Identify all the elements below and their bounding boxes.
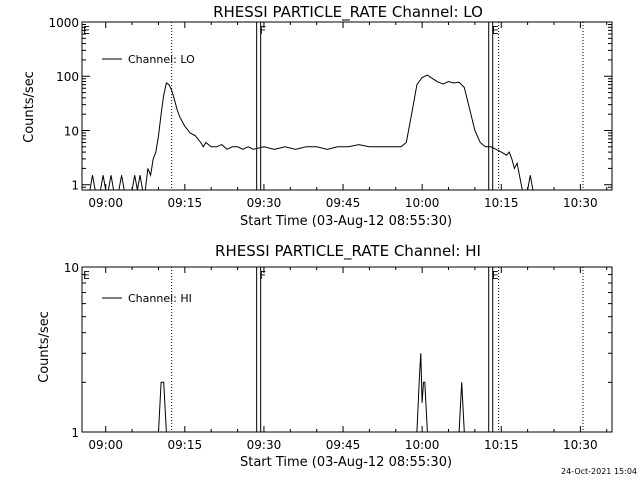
lo-x-tick-label: 09:15 [168,196,203,210]
hi-x-tick-label: 09:15 [168,438,203,452]
hi-marker-label: F [260,269,266,282]
lo-y-tick-label: 100 [56,70,79,84]
lo-marker-label: E [83,24,90,37]
hi-x-tick-label: 09:30 [247,438,282,452]
lo-x-tick-label: 10:15 [484,196,519,210]
lo-plot-title: RHESSI PARTICLE_RATE Channel: LO [213,3,483,22]
hi-y-tick-label: 1 [71,426,79,440]
hi-legend-label: Channel: HI [128,292,192,305]
hi-marker-label: E [83,269,90,282]
lo-x-tick-label: 09:30 [247,196,282,210]
lo-channel-panel: RHESSI PARTICLE_RATE Channel: LO Start T… [22,3,613,229]
hi-series-line [158,353,465,433]
lo-y-axis-label: Counts/sec [22,71,37,143]
lo-y-tick-label: 1000 [48,16,79,30]
lo-series-line [89,74,534,191]
footer-timestamp: 24-Oct-2021 15:04 [561,467,637,476]
lo-marker-label: F [260,24,266,37]
hi-channel-panel: RHESSI PARTICLE_RATE Channel: HI Start T… [37,242,613,470]
lo-marker-label: E [492,24,499,37]
lo-plot-frame [81,21,613,191]
hi-x-tick-label: 09:45 [326,438,361,452]
hi-x-tick-label: 09:00 [88,438,123,452]
hi-x-tick-label: 10:15 [484,438,519,452]
lo-y-tick-label: 10 [64,124,79,138]
hi-x-axis-label: Start Time (03-Aug-12 08:55:30) [240,455,452,470]
lo-x-tick-label: 10:00 [405,196,440,210]
lo-x-tick-label: 09:45 [326,196,361,210]
hi-y-axis-label: Counts/sec [37,311,52,383]
lo-legend-label: Channel: LO [128,53,195,66]
hi-y-tick-label: 10 [64,261,79,275]
hi-x-tick-label: 10:00 [405,438,440,452]
lo-x-axis-label: Start Time (03-Aug-12 08:55:30) [240,214,452,229]
hi-plot-title: RHESSI PARTICLE_RATE Channel: HI [215,242,481,261]
hi-marker-label: E [492,269,499,282]
hi-x-tick-label: 10:30 [563,438,598,452]
lo-x-tick-label: 09:00 [88,196,123,210]
lo-y-tick-label: 1 [71,179,79,193]
lo-x-tick-label: 10:30 [563,196,598,210]
